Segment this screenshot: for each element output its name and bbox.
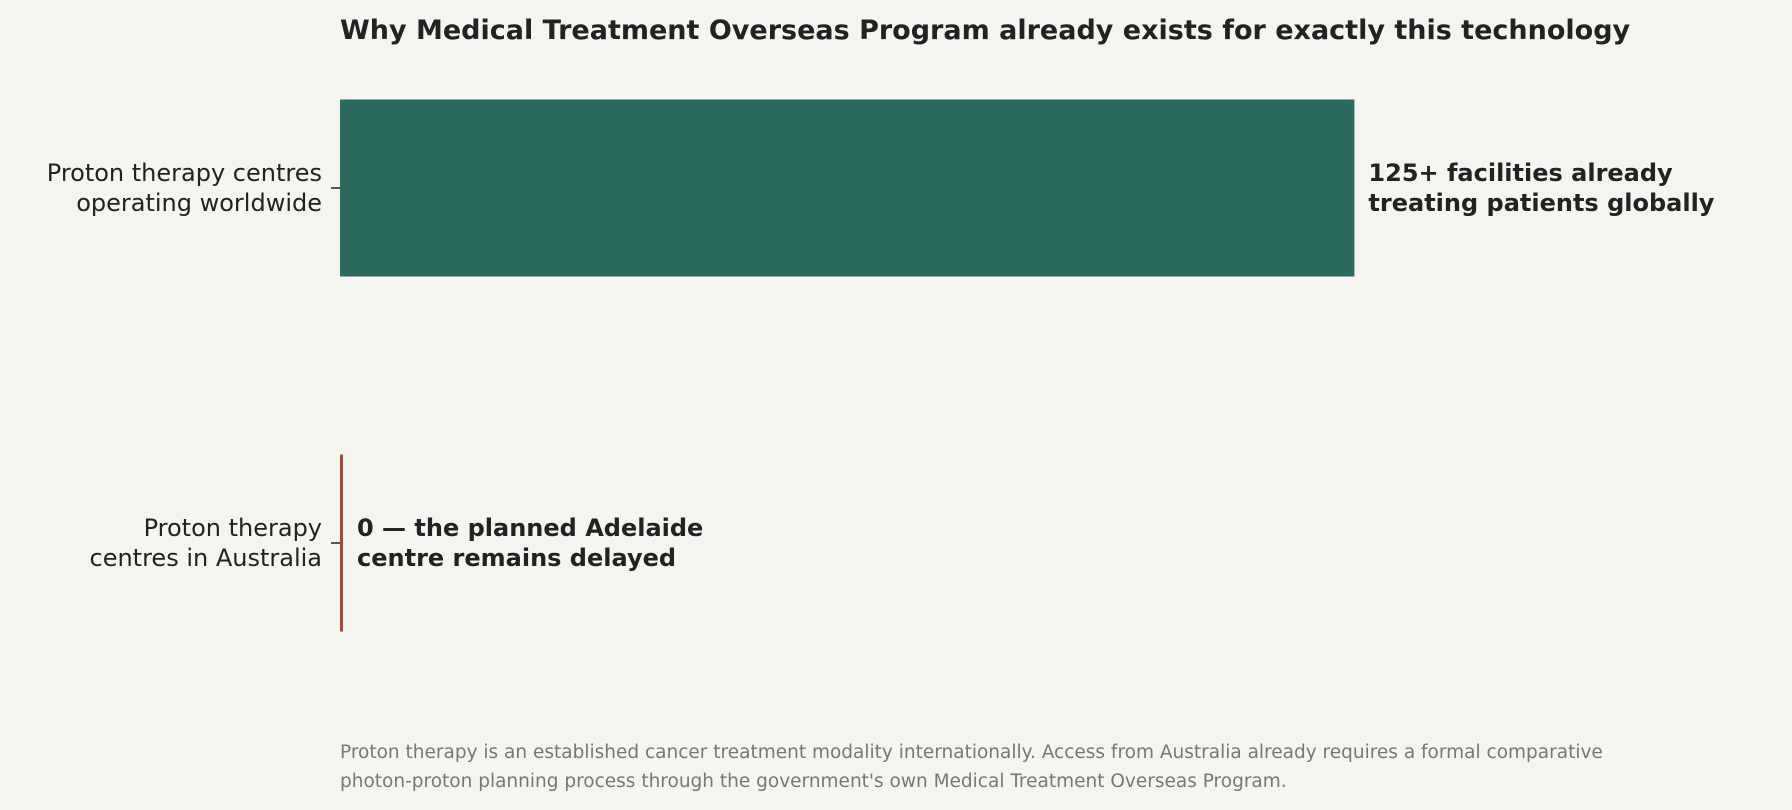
footnote-line-1: Proton therapy is an established cancer … [340, 742, 1603, 763]
y-tick-label-0: Proton therapy centres operating worldwid… [47, 159, 322, 217]
data-label-1: 0 — the planned Adelaide centre remains d… [357, 514, 703, 572]
chart-title: Why Medical Treatment Overseas Program a… [340, 15, 1631, 46]
footnote-line-2: photon-proton planning process through t… [340, 771, 1287, 792]
bar-0 [340, 99, 1355, 277]
data-label-0: 125+ facilities already treating patients… [1368, 159, 1714, 217]
bar-1 [340, 454, 343, 632]
y-tick-label-1: Proton therapy centres in Australia [90, 514, 323, 572]
